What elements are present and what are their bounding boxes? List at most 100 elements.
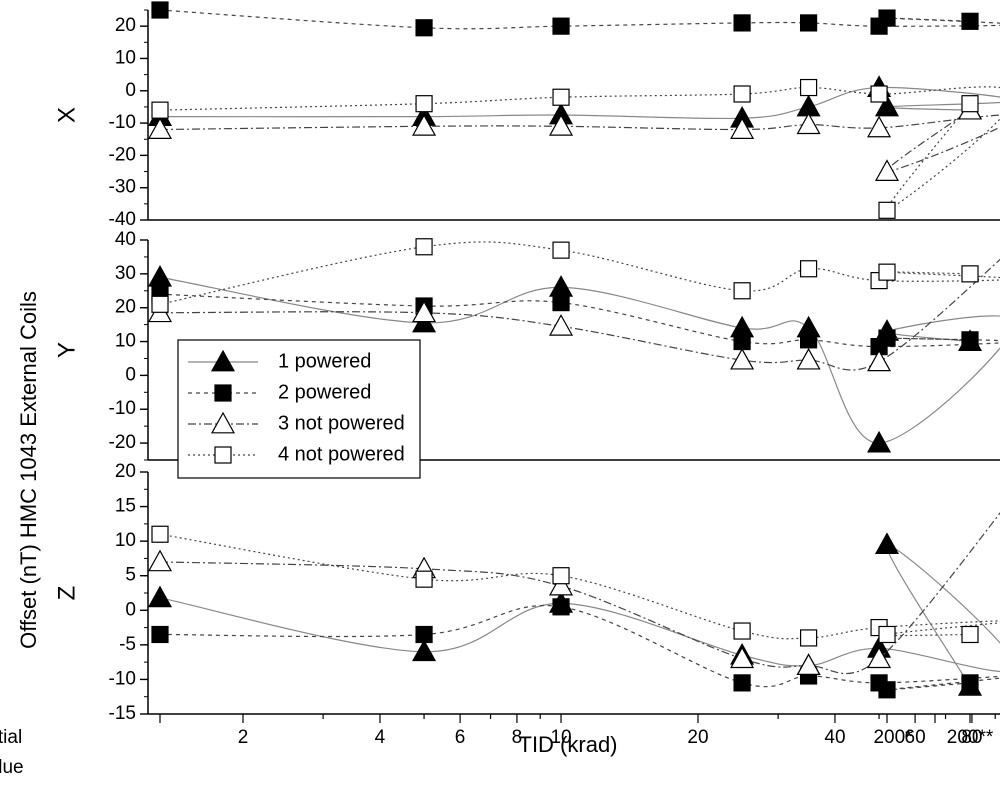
- series-4: [151, 525, 1000, 647]
- data-point: [151, 625, 169, 644]
- panel-label: Z: [53, 586, 80, 601]
- data-point: [733, 85, 751, 103]
- data-point: [733, 14, 751, 32]
- y-tick-label: -30: [109, 177, 136, 198]
- data-point: [961, 95, 979, 113]
- panel-x: 20 10 0 -10 -20 -30 -40 X: [53, 1, 1000, 230]
- data-point: [552, 598, 570, 616]
- series-line: [159, 258, 1000, 371]
- data-point: [867, 646, 892, 669]
- data-point: [799, 260, 818, 278]
- data-point: [549, 314, 574, 336]
- data-point: [730, 646, 755, 669]
- panel-label: Y: [53, 342, 80, 358]
- data-point: [415, 19, 433, 37]
- x-tick-label: 40: [824, 727, 845, 748]
- y-tick-label: -20: [109, 144, 136, 165]
- series-4: [151, 78, 1000, 219]
- data-point: [961, 674, 979, 692]
- data-point: [415, 570, 433, 588]
- data-point: [878, 201, 896, 219]
- legend-label: 1 powered: [278, 350, 371, 372]
- data-point: [151, 101, 169, 119]
- data-point: [147, 585, 173, 608]
- legend-marker: [210, 349, 236, 372]
- legend-item: 2 powered: [188, 381, 371, 403]
- series-3: [147, 97, 1000, 181]
- data-point: [799, 14, 818, 32]
- y-tick-label: 20: [115, 297, 136, 318]
- data-point: [552, 241, 570, 259]
- y-tick-label: 10: [115, 530, 136, 551]
- data-point: [151, 295, 169, 313]
- data-point: [147, 264, 173, 287]
- y-tick-label: 20: [115, 15, 136, 36]
- y-tick-label: -10: [109, 112, 136, 133]
- data-point: [799, 629, 818, 647]
- y-tick-label: 40: [115, 229, 136, 250]
- series-4: [151, 238, 1000, 313]
- data-point: [796, 112, 821, 135]
- data-point: [878, 625, 896, 644]
- legend-marker: [214, 446, 232, 464]
- x-tick-label: 2: [238, 727, 249, 748]
- y-tick-label: 0: [125, 599, 136, 620]
- y-tick-label: 5: [125, 565, 136, 586]
- x-axis-title: TID (krad): [519, 732, 618, 757]
- legend-marker: [214, 384, 232, 402]
- y-tick-label: -5: [119, 634, 136, 655]
- legend-label: 4 not powered: [278, 443, 405, 465]
- data-point: [733, 622, 751, 640]
- y-tick-label: 20: [115, 461, 136, 482]
- data-point: [867, 349, 892, 372]
- data-point: [412, 114, 437, 136]
- data-point: [870, 85, 888, 103]
- panel-z: 20 15 10 5 0 -5 -10 -15 Z: [53, 461, 1000, 724]
- data-point: [733, 282, 751, 300]
- x-tick-label: 80: [961, 727, 982, 748]
- series-3: [147, 512, 1000, 676]
- data-point: [549, 114, 574, 136]
- y-tick-label: 0: [125, 80, 136, 101]
- x-axis: InitialValue24681020406080100200200*200*…: [0, 714, 996, 778]
- data-point: [151, 1, 169, 19]
- x-tick-label: Initial: [0, 727, 22, 748]
- data-point: [799, 331, 818, 349]
- y-tick-label: -15: [109, 703, 136, 724]
- data-point: [415, 95, 433, 113]
- data-point: [874, 159, 900, 181]
- y-axis-title: Offset (nT) HMC 1043 External Coils: [16, 291, 41, 649]
- legend-label: 2 powered: [278, 381, 371, 403]
- data-point: [796, 653, 821, 676]
- data-point: [151, 525, 169, 543]
- data-point: [730, 117, 755, 139]
- data-point: [878, 9, 896, 27]
- series-1: [147, 532, 1000, 696]
- legend-label: 3 not powered: [278, 412, 405, 434]
- data-point: [961, 265, 979, 283]
- data-point: [878, 263, 896, 281]
- x-tick-label: 10: [550, 727, 571, 748]
- y-tick-label: 10: [115, 47, 136, 68]
- data-point: [733, 674, 751, 692]
- data-point: [552, 17, 570, 35]
- x-tick-label: 20: [687, 727, 708, 748]
- x-tick-label: 4: [375, 727, 386, 748]
- data-point: [961, 12, 979, 30]
- data-point: [412, 300, 437, 323]
- series-line: [159, 86, 1000, 211]
- x-tick-label: 6: [455, 727, 466, 748]
- data-point: [552, 88, 570, 106]
- x-tick-label: 60: [905, 727, 926, 748]
- y-tick-label: 10: [115, 331, 136, 352]
- data-point: [796, 347, 821, 370]
- data-point: [552, 567, 570, 585]
- panel-label: X: [53, 107, 80, 123]
- legend-item: 4 not powered: [188, 443, 405, 465]
- legend-item: 1 powered: [188, 349, 371, 372]
- data-point: [867, 430, 892, 453]
- data-point: [874, 532, 900, 555]
- y-tick-label: -40: [109, 209, 136, 230]
- data-point: [878, 329, 896, 347]
